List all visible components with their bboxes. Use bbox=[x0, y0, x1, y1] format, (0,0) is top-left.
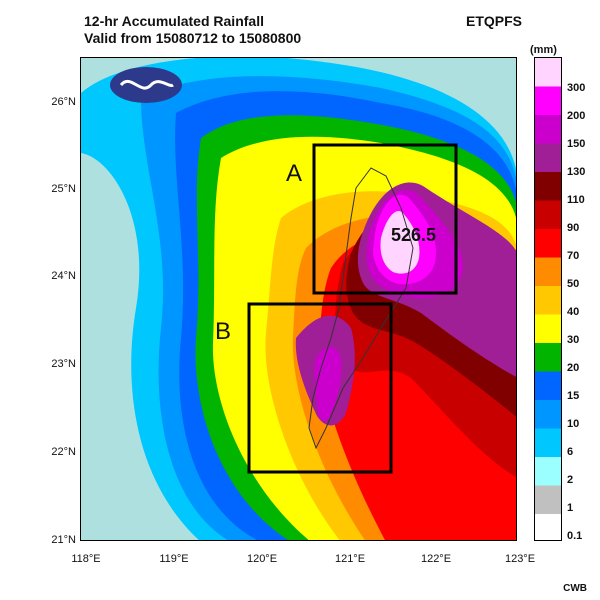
legend-swatch-70 bbox=[535, 229, 561, 258]
lat-label-23: 23°N bbox=[51, 358, 76, 370]
legend-label-90: 90 bbox=[567, 222, 580, 234]
legend-swatch-2 bbox=[535, 457, 561, 486]
legend-label-200: 200 bbox=[567, 110, 586, 122]
legend-label-30: 30 bbox=[567, 334, 580, 346]
credit-label: CWB bbox=[563, 583, 587, 594]
lon-label-121: 121°E bbox=[334, 553, 366, 565]
lat-label-22: 22°N bbox=[51, 446, 76, 458]
legend-label-0-1: 0.1 bbox=[567, 530, 583, 542]
rain-band-300mm bbox=[380, 210, 420, 274]
lon-label-119: 119°E bbox=[159, 553, 189, 565]
legend-swatch-130 bbox=[535, 143, 561, 172]
legend-swatch-90 bbox=[535, 200, 561, 229]
legend-label-110: 110 bbox=[567, 194, 585, 206]
legend-swatch-40 bbox=[535, 286, 561, 315]
legend-swatch-0-1 bbox=[535, 514, 561, 540]
title-line-1: 12-hr Accumulated Rainfall bbox=[84, 13, 264, 29]
legend-label-2: 2 bbox=[567, 474, 574, 486]
legend-swatch-1 bbox=[535, 485, 561, 514]
region-a-box bbox=[312, 143, 458, 295]
legend-label-6: 6 bbox=[567, 446, 574, 458]
logo-wave bbox=[119, 79, 174, 90]
legend-label-130: 130 bbox=[567, 166, 586, 178]
legend-label-50: 50 bbox=[567, 278, 580, 290]
legend-swatch-10 bbox=[535, 400, 561, 429]
legend-swatch-15 bbox=[535, 371, 561, 400]
lat-label-26: 26°N bbox=[51, 96, 76, 108]
legend-label-300: 300 bbox=[567, 82, 586, 94]
legend-swatch-6 bbox=[535, 428, 561, 457]
legend-label-15: 15 bbox=[567, 390, 580, 402]
region-b-box bbox=[247, 302, 393, 474]
title-line-2: Valid from 15080712 to 15080800 bbox=[84, 30, 302, 46]
model-name: ETQPFS bbox=[466, 13, 523, 29]
legend-swatch-150 bbox=[535, 115, 561, 144]
legend-label-40: 40 bbox=[567, 306, 580, 318]
taiwan-coastline bbox=[308, 167, 414, 450]
lon-label-122: 122°E bbox=[420, 553, 452, 565]
legend-swatch-50 bbox=[535, 257, 561, 286]
legend-swatch-30 bbox=[535, 314, 561, 343]
cwb-logo bbox=[110, 67, 182, 103]
lon-label-120: 120°E bbox=[246, 553, 278, 565]
max-rainfall-label: 526.5 bbox=[391, 225, 436, 245]
lon-label-118: 118°E bbox=[71, 553, 101, 565]
legend-label-10: 10 bbox=[567, 418, 580, 430]
logo-ellipse bbox=[110, 67, 182, 103]
legend-bar bbox=[534, 57, 562, 541]
region-b-label: B bbox=[215, 318, 231, 345]
legend-swatch-110 bbox=[535, 172, 561, 201]
rainfall-map: A B 526.5 bbox=[80, 57, 517, 541]
legend-label-20: 20 bbox=[567, 362, 580, 374]
region-a-label: A bbox=[286, 160, 302, 187]
lat-label-24: 24°N bbox=[51, 270, 76, 282]
chart-title: 12-hr Accumulated Rainfall Valid from 15… bbox=[84, 13, 301, 47]
legend-label-70: 70 bbox=[567, 250, 580, 262]
legend-label-1: 1 bbox=[567, 502, 574, 514]
lat-label-21: 21°N bbox=[51, 534, 76, 546]
legend-swatch-300 bbox=[535, 58, 561, 87]
rainfall-map-svg: A B 526.5 bbox=[81, 58, 516, 540]
lat-label-25: 25°N bbox=[51, 183, 76, 195]
legend-swatch-200 bbox=[535, 86, 561, 115]
legend-swatch-20 bbox=[535, 343, 561, 372]
legend-unit: (mm) bbox=[530, 44, 557, 56]
southern-rain-peak bbox=[314, 346, 342, 422]
legend-label-150: 150 bbox=[567, 138, 586, 150]
lon-label-123: 123°E bbox=[504, 553, 536, 565]
